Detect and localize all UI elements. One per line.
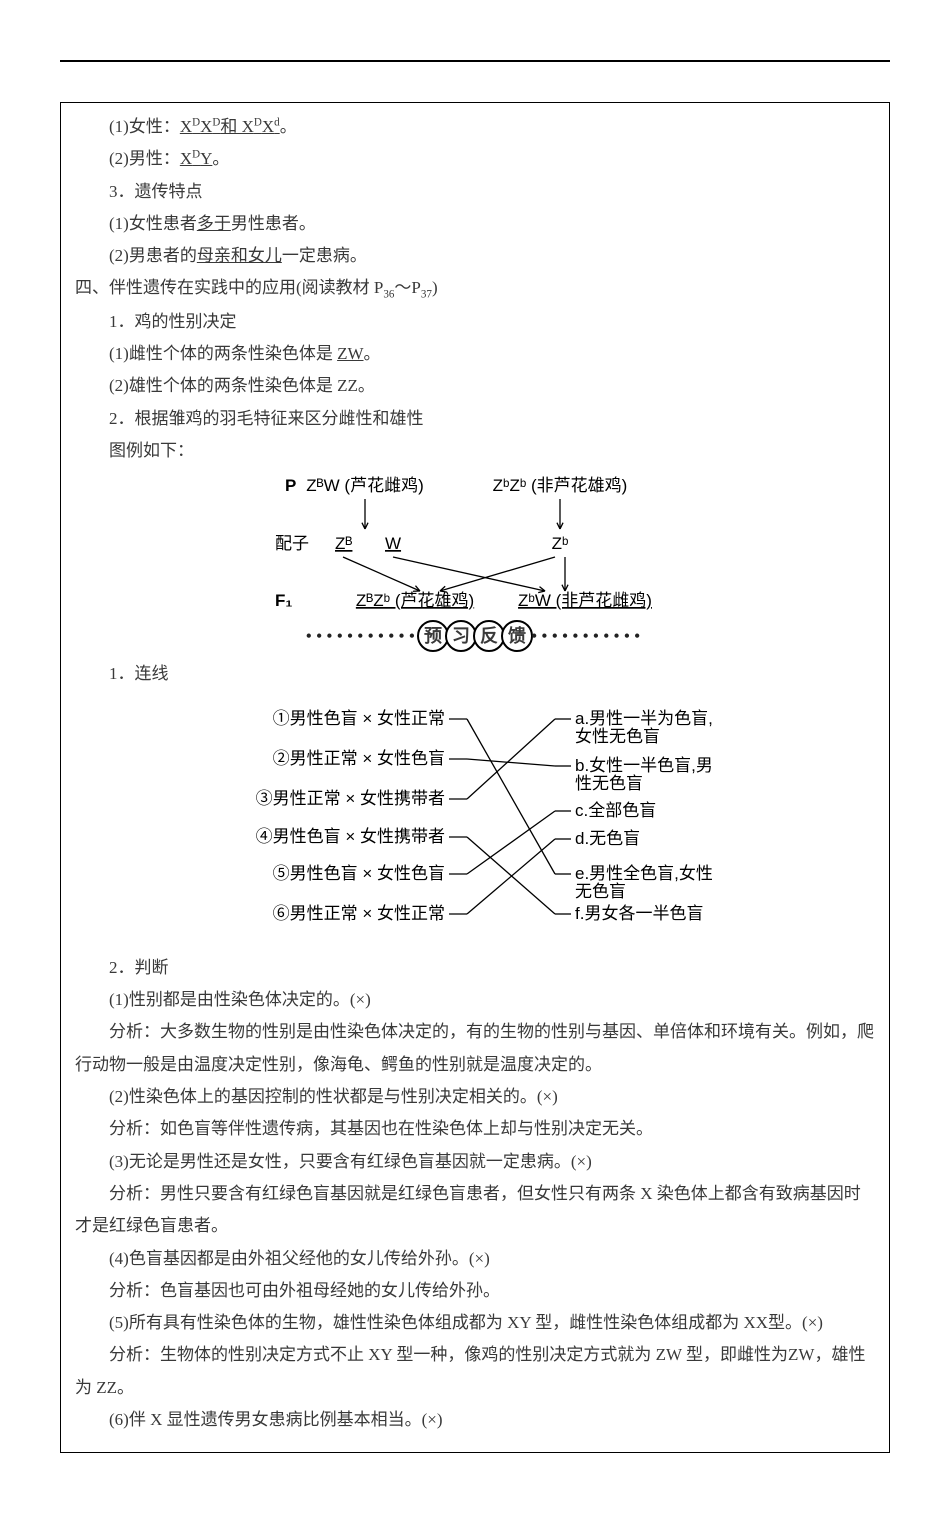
matching-diagram: ①男性色盲 × 女性正常 ②男性正常 × 女性色盲 ③男性正常 × 女性携带者 ④男性…	[75, 694, 875, 944]
underline-text: ZW	[337, 344, 363, 363]
item-4-1-2: (2)雄性个体的两条性染色体是 ZZ。	[75, 370, 875, 402]
svg-text:d.无色盲: d.无色盲	[575, 829, 640, 848]
text: 。	[212, 149, 229, 168]
svg-text:P: P	[285, 476, 296, 495]
text: 。	[364, 344, 381, 363]
svg-text:F₁: F₁	[275, 591, 292, 610]
judge-analysis: 分析：男性只要含有红绿色盲基因就是红绿色盲患者，但女性只有两条 X 染色体上都含…	[75, 1178, 875, 1243]
svg-text:④男性色盲 × 女性携带者: ④男性色盲 × 女性携带者	[256, 827, 445, 846]
svg-text:c.全部色盲: c.全部色盲	[575, 801, 656, 820]
judge-analysis: 分析：大多数生物的性别是由性染色体决定的，有的生物的性别与基因、单倍体和环境有关…	[75, 1016, 875, 1081]
item-4-2: 2．根据雏鸡的羽毛特征来区分雌性和雄性	[75, 403, 875, 435]
item-4-1-1: (1)雌性个体的两条性染色体是 ZW。	[75, 338, 875, 370]
text: (1)女性：	[109, 117, 180, 136]
feedback-banner: ••••••••••• 预 习 反 馈 •••••••••••	[75, 619, 875, 653]
underline-text: XDXD和 XDXd	[180, 117, 280, 136]
svg-text:f.男女各一半色盲: f.男女各一半色盲	[575, 904, 703, 923]
top-rule	[60, 60, 890, 62]
judge-analysis: 分析：如色盲等伴性遗传病，其基因也在性染色体上却与性别决定无关。	[75, 1113, 875, 1145]
judge-item: (5)所有具有性染色体的生物，雄性性染色体组成都为 XY 型，雌性性染色体组成都…	[75, 1307, 875, 1339]
text: (1)女性患者	[109, 214, 197, 233]
text: 男性患者。	[231, 214, 316, 233]
underline-text: 母亲和女儿	[197, 246, 282, 265]
svg-text:Zᵇ: Zᵇ	[552, 534, 569, 553]
svg-text:配子: 配子	[275, 534, 309, 553]
item-3: 3．遗传特点	[75, 176, 875, 208]
genetic-cross-diagram: P ZᴮW (芦花雌鸡) ZᵇZᵇ (非芦花雄鸡) 配子 Zᴮ W Zᵇ F₁ ZᴮZᵇ (芦花…	[75, 471, 875, 611]
item-3-1: (1)女性患者多于男性患者。	[75, 208, 875, 240]
svg-text:③男性正常 × 女性携带者: ③男性正常 × 女性携带者	[256, 789, 445, 808]
svg-text:女性无色盲: 女性无色盲	[575, 727, 660, 746]
judge-title: 2．判断	[75, 952, 875, 984]
judge-item: (6)伴 X 显性遗传男女患病比例基本相当。(×)	[75, 1404, 875, 1436]
svg-text:ZᵇZᵇ (非芦花雄鸡): ZᵇZᵇ (非芦花雄鸡)	[493, 476, 628, 495]
svg-text:⑥男性正常 × 女性正常: ⑥男性正常 × 女性正常	[273, 904, 445, 923]
item-1-1: (1)女性：XDXD和 XDXd。	[75, 111, 875, 143]
figure-intro: 图例如下：	[75, 435, 875, 467]
circle-char: 馈	[501, 620, 533, 652]
text: (1)雌性个体的两条性染色体是	[109, 344, 337, 363]
dots-right: •••••••••••	[531, 619, 644, 653]
page: (1)女性：XDXD和 XDXd。 (2)男性：XDY。 3．遗传特点 (1)女…	[0, 0, 950, 1513]
svg-text:Zᴮ: Zᴮ	[335, 534, 352, 553]
match-title: 1．连线	[75, 658, 875, 690]
svg-text:a.男性一半为色盲,: a.男性一半为色盲,	[575, 709, 713, 728]
underline-text: 多于	[197, 214, 231, 233]
judge-analysis: 分析：生物体的性别决定方式不止 XY 型一种，像鸡的性别决定方式就为 ZW 型，…	[75, 1339, 875, 1404]
svg-text:①男性色盲 × 女性正常: ①男性色盲 × 女性正常	[273, 709, 445, 728]
content-box: (1)女性：XDXD和 XDXd。 (2)男性：XDY。 3．遗传特点 (1)女…	[60, 102, 890, 1453]
svg-text:b.女性一半色盲,男: b.女性一半色盲,男	[575, 756, 713, 775]
text: 一定患病。	[282, 246, 367, 265]
svg-text:②男性正常 × 女性色盲: ②男性正常 × 女性色盲	[273, 749, 445, 768]
svg-text:e.男性全色盲,女性: e.男性全色盲,女性	[575, 864, 713, 883]
judge-analysis: 分析：色盲基因也可由外祖母经她的女儿传给外孙。	[75, 1275, 875, 1307]
underline-text: XDY	[180, 149, 213, 168]
item-1-2: (2)男性：XDY。	[75, 143, 875, 175]
item-4-1: 1．鸡的性别决定	[75, 306, 875, 338]
item-3-2: (2)男患者的母亲和女儿一定患病。	[75, 240, 875, 272]
svg-text:W: W	[385, 534, 401, 553]
dots-left: •••••••••••	[306, 619, 419, 653]
text: 。	[280, 117, 297, 136]
svg-text:ZᴮW (芦花雌鸡): ZᴮW (芦花雌鸡)	[306, 476, 424, 495]
judge-item: (4)色盲基因都是由外祖父经他的女儿传给外孙。(×)	[75, 1243, 875, 1275]
match-svg: ①男性色盲 × 女性正常 ②男性正常 × 女性色盲 ③男性正常 × 女性携带者 ④男性…	[165, 694, 785, 944]
svg-text:无色盲: 无色盲	[575, 882, 626, 901]
heading-4: 四、伴性遗传在实践中的应用(阅读教材 P36～P37)	[75, 272, 875, 305]
cross-svg: P ZᴮW (芦花雌鸡) ZᵇZᵇ (非芦花雄鸡) 配子 Zᴮ W Zᵇ F₁ ZᴮZᵇ (芦花…	[245, 471, 705, 611]
text: (2)男患者的	[109, 246, 197, 265]
svg-text:ZᴮZᵇ (芦花雄鸡): ZᴮZᵇ (芦花雄鸡)	[356, 591, 474, 610]
svg-text:ZᵇW (非芦花雌鸡): ZᵇW (非芦花雌鸡)	[518, 591, 652, 610]
judge-item: (1)性别都是由性染色体决定的。(×)	[75, 984, 875, 1016]
svg-text:⑤男性色盲 × 女性色盲: ⑤男性色盲 × 女性色盲	[273, 864, 445, 883]
text: (2)男性：	[109, 149, 180, 168]
judge-item: (3)无论是男性还是女性，只要含有红绿色盲基因就一定患病。(×)	[75, 1146, 875, 1178]
judge-item: (2)性染色体上的基因控制的性状都是与性别决定相关的。(×)	[75, 1081, 875, 1113]
svg-text:性无色盲: 性无色盲	[575, 774, 643, 793]
